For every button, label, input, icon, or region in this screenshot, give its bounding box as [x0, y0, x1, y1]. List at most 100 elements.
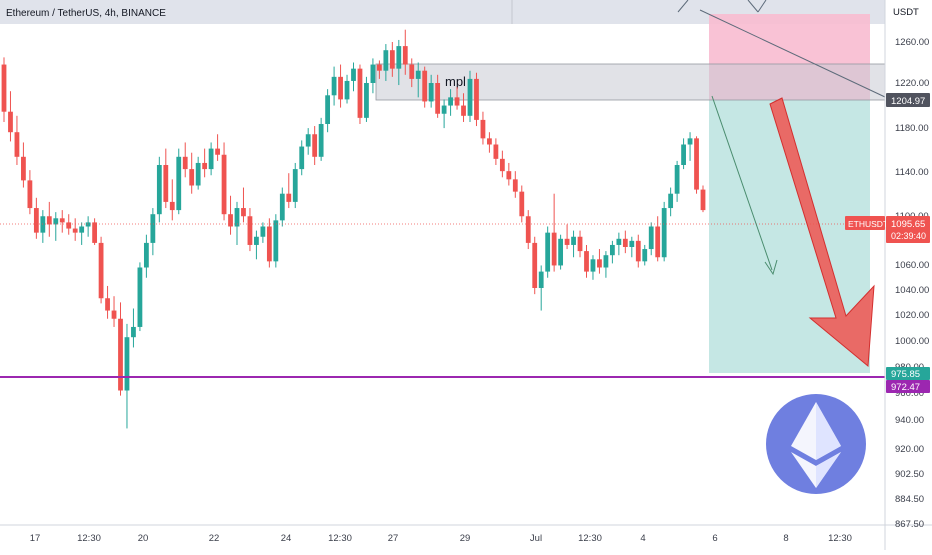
- candle: [571, 230, 576, 258]
- candle: [14, 115, 20, 165]
- svg-text:1095.65: 1095.65: [891, 219, 925, 230]
- ethereum-logo-icon: [766, 394, 866, 494]
- candle: [635, 234, 641, 268]
- price-tick-label: 1140.00: [895, 167, 929, 178]
- time-tick-label: 17: [30, 533, 41, 544]
- candle: [195, 156, 201, 190]
- candle: [234, 201, 240, 245]
- candle: [202, 148, 208, 178]
- candle: [454, 87, 460, 110]
- time-tick-label: 12:30: [828, 533, 852, 544]
- candle: [351, 62, 356, 92]
- candle: [687, 132, 693, 161]
- candle: [506, 162, 512, 186]
- candle: [499, 150, 505, 178]
- candle: [182, 142, 188, 178]
- trend-line-stub: [677, 0, 689, 13]
- price-tick-label: 960.00: [895, 388, 924, 399]
- candle: [409, 58, 415, 88]
- candle: [642, 244, 648, 266]
- candle: [396, 39, 402, 86]
- candle: [370, 58, 376, 94]
- chart-title: Ethereum / TetherUS, 4h, BINANCE: [6, 8, 166, 19]
- candle: [299, 140, 305, 176]
- price-label-support: 972.47: [886, 380, 930, 393]
- time-tick-label: 12:30: [328, 533, 352, 544]
- time-tick-label: 20: [138, 533, 149, 544]
- candle: [266, 218, 272, 268]
- candle: [487, 132, 492, 153]
- candle: [27, 170, 33, 215]
- candle: [590, 255, 596, 280]
- candle: [532, 236, 538, 295]
- candle: [441, 99, 447, 129]
- candle: [597, 249, 602, 274]
- price-tick-label: 1220.00: [895, 78, 929, 89]
- candle: [512, 171, 518, 198]
- candle: [241, 187, 246, 223]
- currency-label: USDT: [893, 7, 919, 18]
- svg-text:ETHUSDT: ETHUSDT: [848, 219, 888, 229]
- candle: [448, 89, 453, 116]
- candle: [564, 224, 570, 250]
- candle: [584, 244, 589, 278]
- candle: [338, 64, 343, 108]
- candle: [344, 74, 350, 104]
- candle: [208, 142, 214, 176]
- candle: [254, 230, 259, 260]
- candle: [525, 210, 531, 250]
- projection-arrow[interactable]: [711, 95, 773, 271]
- price-tick-label: 1260.00: [895, 37, 929, 48]
- candle: [609, 240, 615, 264]
- candle: [331, 66, 337, 106]
- candle: [558, 234, 564, 270]
- candle: [111, 296, 117, 327]
- candle: [422, 66, 428, 108]
- candle: [493, 138, 499, 165]
- trend-line[interactable]: [699, 9, 886, 98]
- candle: [72, 218, 78, 241]
- candle: [655, 216, 661, 262]
- candle: [364, 76, 369, 122]
- candle: [215, 134, 220, 161]
- candle: [8, 91, 13, 142]
- candle: [480, 111, 486, 145]
- candle: [131, 308, 136, 348]
- price-tick-label: 1060.00: [895, 260, 929, 271]
- svg-text:972.47: 972.47: [891, 382, 920, 393]
- candle: [292, 162, 298, 209]
- price-tick-label: 1000.00: [895, 336, 929, 347]
- candle: [648, 222, 654, 256]
- price-label-target: 975.85: [886, 367, 930, 380]
- time-tick-label: 29: [460, 533, 471, 544]
- candle: [674, 160, 680, 202]
- price-axis[interactable]: [885, 0, 932, 550]
- price-tick-label: 920.00: [895, 444, 924, 455]
- candle: [312, 126, 318, 165]
- candle: [189, 152, 195, 194]
- svg-text:02:39:40: 02:39:40: [891, 231, 926, 241]
- candle: [661, 201, 667, 262]
- candle: [435, 74, 441, 118]
- big-down-arrow-icon[interactable]: [769, 97, 875, 368]
- candle: [415, 62, 421, 98]
- time-tick-label: 24: [281, 533, 292, 544]
- candle: [260, 222, 266, 243]
- candle: [279, 187, 285, 227]
- candle: [46, 201, 52, 237]
- time-tick-label: 4: [640, 533, 645, 544]
- time-tick-label: 12:30: [578, 533, 602, 544]
- candle: [538, 265, 544, 311]
- candle: [376, 60, 382, 79]
- candle: [519, 185, 525, 223]
- candle: [629, 236, 635, 258]
- candle: [318, 117, 324, 161]
- candle: [228, 195, 233, 235]
- candle: [681, 138, 686, 170]
- trend-line-stub-3: [757, 0, 767, 13]
- candle: [545, 226, 551, 278]
- candle: [59, 210, 65, 233]
- price-tick-label: 867.50: [895, 519, 924, 530]
